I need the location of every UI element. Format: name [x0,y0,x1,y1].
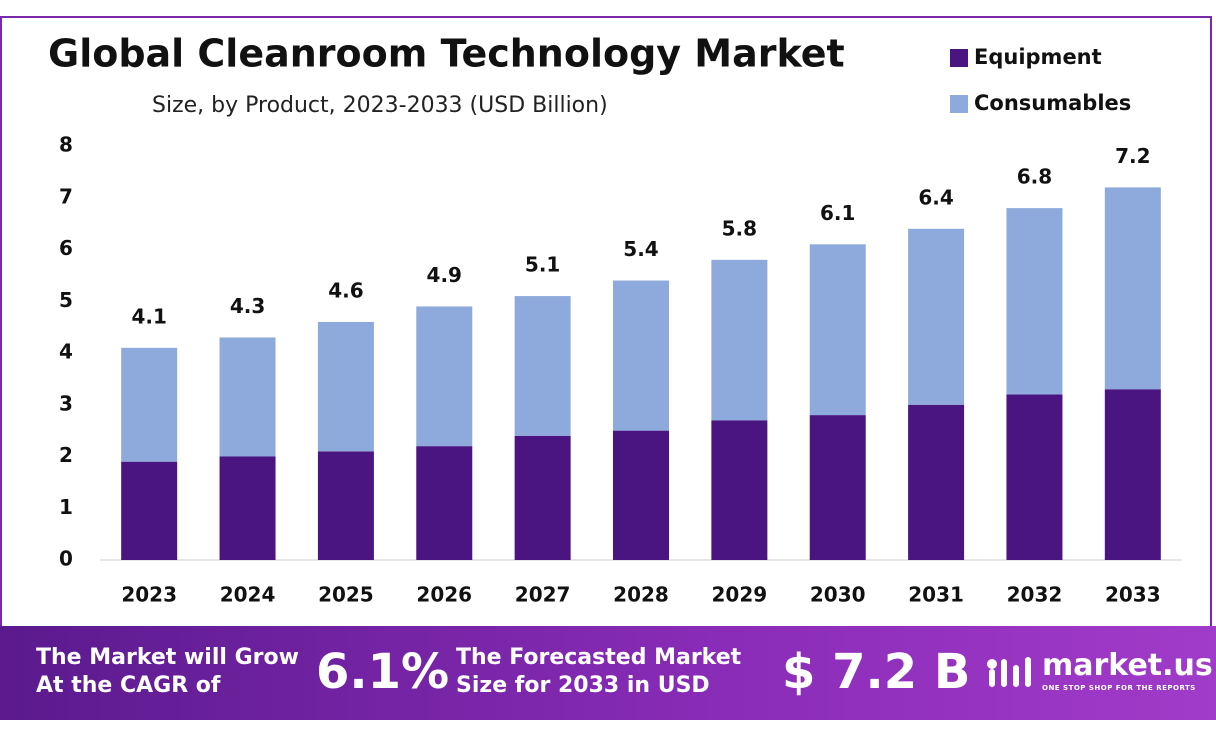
banner: The Market will Grow At the CAGR of 6.1%… [0,626,1216,720]
cagr-value: 6.1% [316,644,450,700]
bar-segment [809,244,866,416]
y-tick-label: 8 [59,133,73,157]
bar-segment [1006,208,1063,395]
bar-segment [416,446,473,560]
x-tick-label: 2033 [1105,583,1161,607]
bar-segment [317,451,374,560]
chart: Global Cleanroom Technology Market Size,… [48,32,1182,607]
bar-segment [711,420,768,560]
bar-segment [416,306,473,447]
total-label: 6.4 [918,185,953,209]
legend-swatch [950,49,968,67]
forecast-text: The Forecasted Market Size for 2033 in U… [456,645,742,698]
cagr-text: The Market will Grow At the CAGR of [36,645,299,698]
chart-frame [0,16,1212,626]
bar-segment [514,435,571,560]
total-label: 6.1 [820,201,855,225]
total-label: 5.8 [722,216,757,240]
bar-segment [908,404,965,560]
total-label: 7.2 [1115,144,1150,168]
x-tick-label: 2027 [515,583,571,607]
bar-segment [613,280,669,431]
total-label: 5.1 [525,253,560,277]
legend-swatch [950,95,968,113]
total-label: 6.8 [1017,165,1052,189]
x-tick-label: 2026 [416,583,472,607]
bar-segment [809,415,866,560]
legend-label: Consumables [974,91,1131,115]
brand-icon [987,657,1031,687]
total-label: 4.3 [230,294,265,318]
x-tick-label: 2028 [613,583,669,607]
bar-segment [514,296,571,436]
y-tick-label: 6 [59,236,73,260]
bar-segment [219,456,276,560]
bar-segment [219,337,276,457]
bar-segment [908,228,965,405]
legend-label: Equipment [974,45,1102,69]
total-label: 5.4 [623,237,658,261]
total-label: 4.1 [131,304,166,328]
x-tick-label: 2029 [712,583,768,607]
bar-segment [1006,394,1063,560]
bar-segment [121,347,178,462]
total-label: 4.6 [328,278,363,302]
x-tick-label: 2023 [121,583,177,607]
y-tick-label: 5 [59,288,73,312]
bar-segment [121,461,178,560]
bar-segment [711,259,768,421]
x-tick-label: 2025 [318,583,374,607]
total-label: 4.9 [427,263,462,287]
brand: market.us [1042,648,1213,683]
y-tick-label: 3 [59,391,73,415]
bar-segment [317,321,374,452]
bar-segment [1104,187,1161,390]
tagline: ONE STOP SHOP FOR THE REPORTS [1042,684,1196,692]
bar-segment [613,430,669,560]
bar-segment [1104,389,1161,560]
x-tick-label: 2024 [220,583,276,607]
y-tick-label: 7 [59,184,73,208]
chart-title: Global Cleanroom Technology Market [48,32,845,76]
x-tick-label: 2032 [1007,583,1063,607]
chart-subtitle: Size, by Product, 2023-2033 (USD Billion… [152,93,608,118]
y-tick-label: 0 [59,547,73,571]
x-tick-label: 2030 [810,583,866,607]
y-tick-label: 1 [59,495,73,519]
x-tick-label: 2031 [908,583,964,607]
y-tick-label: 4 [59,340,73,364]
forecast-value: $ 7.2 B [782,644,971,700]
y-tick-label: 2 [59,443,73,467]
